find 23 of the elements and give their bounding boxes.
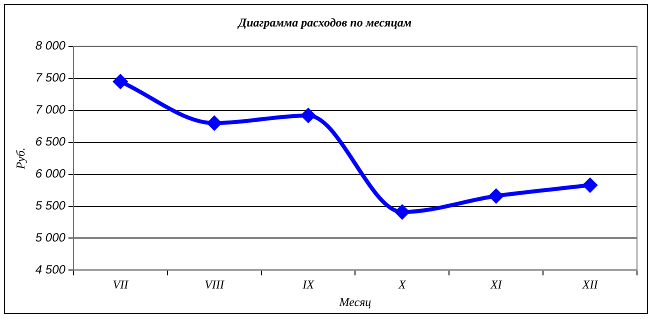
y-tick-label: 4 500: [35, 262, 66, 277]
y-tick-label: 8 000: [35, 38, 66, 53]
x-axis-title: Месяц: [338, 294, 372, 309]
x-tick-label: XI: [489, 278, 503, 292]
point: [301, 108, 316, 122]
y-axis-title: Руб.: [13, 147, 28, 170]
chart-title: Диаграмма расходов по месяцам: [237, 15, 412, 30]
y-tick-label: 6 500: [35, 134, 66, 149]
x-tick-label: VII: [112, 278, 130, 292]
y-tick-label: 6 000: [35, 166, 66, 181]
point: [207, 116, 222, 130]
point: [489, 189, 504, 204]
y-tick-label: 7 500: [35, 70, 66, 85]
x-tick-label: XII: [581, 278, 599, 292]
y-tick-label: 5 000: [35, 230, 66, 245]
y-tick-label: 7 000: [35, 102, 66, 117]
x-tick-label: X: [398, 278, 407, 292]
x-tick-label: IX: [302, 278, 315, 292]
point: [395, 205, 410, 220]
point: [583, 178, 598, 192]
x-tick-label: VIII: [204, 278, 225, 292]
point: [113, 74, 128, 89]
y-tick-label: 5 500: [35, 198, 66, 213]
